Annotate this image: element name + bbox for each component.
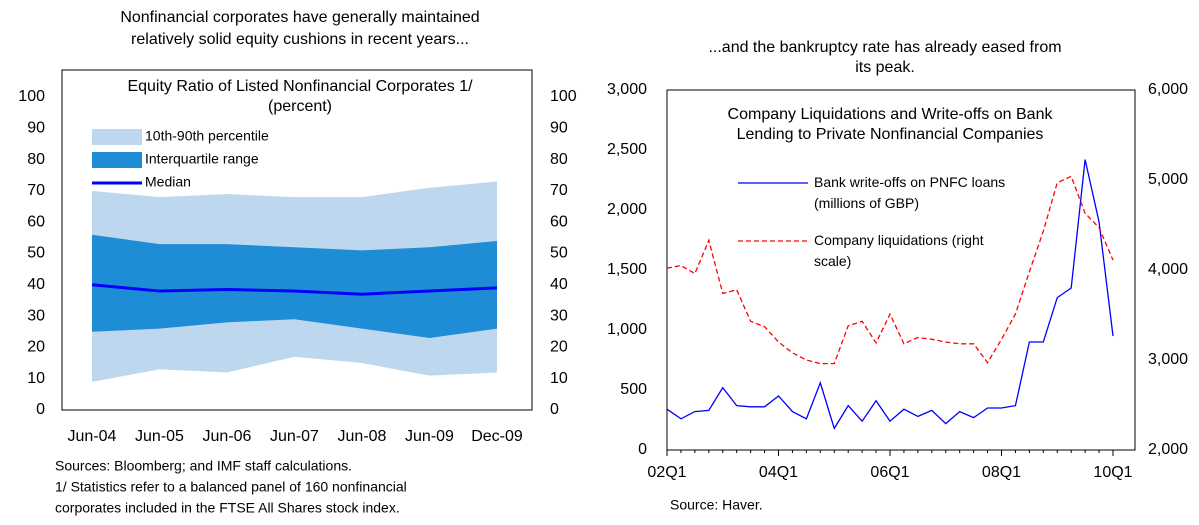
chart-title: (percent) (268, 98, 332, 115)
y2-tick-label: 50 (550, 245, 568, 262)
y-tick-label: 500 (620, 381, 647, 398)
note: Sources: Bloomberg; and IMF staff calcul… (55, 458, 352, 474)
x-tick-label: 06Q1 (870, 464, 909, 481)
x-tick-label: Jun-05 (135, 428, 184, 445)
y2-tick-label: 60 (550, 213, 568, 230)
y2-tick-label: 80 (550, 151, 568, 168)
data-line (666, 175, 1114, 365)
x-tick-label: 10Q1 (1093, 464, 1132, 481)
legend-swatch (92, 152, 142, 168)
x-tick-label: Dec-09 (471, 428, 523, 445)
y-tick-label: 80 (27, 151, 45, 168)
note: corporates included in the FTSE All Shar… (55, 500, 400, 516)
y-tick-label: 90 (27, 120, 45, 137)
y2-tick-label: 30 (550, 307, 568, 324)
y2-tick-label: 2,000 (1148, 441, 1188, 458)
legend-label: Bank write-offs on PNFC loans (millions o… (814, 174, 1005, 211)
y2-tick-label: 90 (550, 120, 568, 137)
chart-title: Lending to Private Nonfinancial Companie… (737, 126, 1044, 143)
x-tick-label: 08Q1 (982, 464, 1021, 481)
y-tick-label: 1,500 (607, 261, 647, 278)
y-tick-label: 20 (27, 339, 45, 356)
y-tick-label: 2,000 (607, 201, 647, 218)
y-tick-label: 10 (27, 370, 45, 387)
y2-tick-label: 20 (550, 339, 568, 356)
legend-label: Median (145, 174, 191, 190)
y2-tick-label: 6,000 (1148, 81, 1188, 98)
x-tick-label: Jun-08 (338, 428, 387, 445)
chart-subtitle: Nonfinancial corporates have generally m… (120, 9, 479, 26)
chart-subtitle: ...and the bankruptcy rate has already e… (708, 39, 1061, 56)
data-line (666, 159, 1114, 430)
y-tick-label: 70 (27, 182, 45, 199)
chart-subtitle: its peak. (855, 59, 915, 76)
y-tick-label: 100 (18, 88, 45, 105)
legend-label: 10th-90th percentile (145, 128, 269, 144)
y-tick-label: 50 (27, 245, 45, 262)
y-tick-label: 0 (36, 401, 45, 418)
y-tick-label: 3,000 (607, 81, 647, 98)
legend-label: Company liquidations (right scale) (814, 232, 984, 269)
note: 1/ Statistics refer to a balanced panel … (55, 479, 407, 495)
data-line (91, 283, 498, 296)
y2-tick-label: 70 (550, 182, 568, 199)
legend-swatch (92, 129, 142, 145)
x-tick-label: 04Q1 (759, 464, 798, 481)
chart-subtitle: relatively solid equity cushions in rece… (131, 31, 469, 48)
legend-label: Interquartile range (145, 151, 259, 167)
y-tick-label: 2,500 (607, 141, 647, 158)
y-tick-label: 40 (27, 276, 45, 293)
note: Source: Haver. (670, 497, 763, 513)
y-tick-label: 1,000 (607, 321, 647, 338)
y-tick-label: 60 (27, 213, 45, 230)
y-tick-label: 0 (638, 441, 647, 458)
y2-tick-label: 4,000 (1148, 261, 1188, 278)
y2-tick-label: 3,000 (1148, 351, 1188, 368)
x-tick-label: 02Q1 (647, 464, 686, 481)
x-tick-label: Jun-07 (270, 428, 319, 445)
chart-title: Company Liquidations and Write-offs on B… (728, 106, 1054, 123)
x-tick-label: Jun-06 (203, 428, 252, 445)
y2-tick-label: 0 (550, 401, 559, 418)
band-area (92, 234, 497, 339)
y2-tick-label: 40 (550, 276, 568, 293)
chart-title: Equity Ratio of Listed Nonfinancial Corp… (127, 78, 473, 95)
x-tick-label: Jun-04 (68, 428, 117, 445)
y2-tick-label: 5,000 (1148, 171, 1188, 188)
x-tick-label: Jun-09 (405, 428, 454, 445)
y2-tick-label: 100 (550, 88, 577, 105)
y2-tick-label: 10 (550, 370, 568, 387)
plot-frame (666, 89, 1136, 451)
y-tick-label: 30 (27, 307, 45, 324)
plot-frame (61, 69, 533, 411)
